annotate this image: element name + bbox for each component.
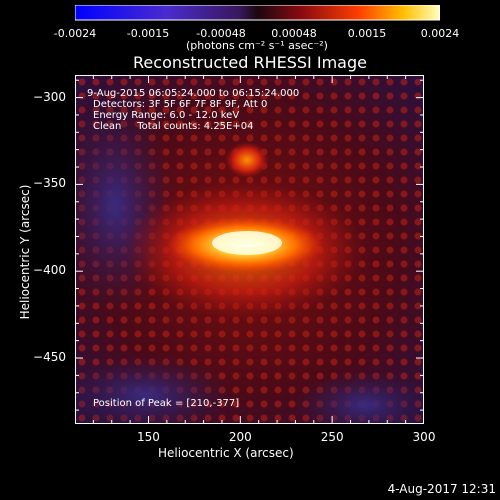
colorbar-tick-label: -0.0015 bbox=[126, 27, 170, 40]
plot-area bbox=[75, 75, 424, 424]
purple-region-bottom-left bbox=[75, 355, 235, 424]
y-tick-label: −400 bbox=[33, 263, 66, 278]
emission-peak bbox=[212, 231, 282, 255]
info-line-3: Energy Range: 6.0 - 12.0 keV bbox=[93, 110, 240, 121]
colorbar-tick-label: -0.00048 bbox=[196, 27, 246, 40]
info-line-4: Clean Total counts: 4.25E+04 bbox=[93, 121, 254, 132]
colorbar-unit-label: (photons cm⁻² s⁻¹ asec⁻²) bbox=[186, 39, 328, 52]
purple-region-bottom-right bbox=[295, 370, 424, 424]
plot-frame bbox=[75, 75, 424, 424]
colorbar-tick-label: 0.0015 bbox=[347, 27, 387, 40]
x-tick-label: 150 bbox=[137, 430, 160, 444]
x-tick-label: 300 bbox=[412, 430, 436, 444]
peak-position-label: Position of Peak = [210,-377] bbox=[93, 398, 240, 409]
colorbar-tick-label: 0.0024 bbox=[420, 27, 460, 40]
y-axis-label: Heliocentric Y (arcsec) bbox=[18, 184, 32, 320]
colorbar-tick-label: -0.0024 bbox=[53, 27, 97, 40]
colorbar bbox=[75, 5, 440, 21]
emission-north-source bbox=[225, 142, 269, 178]
x-tick-label: 200 bbox=[228, 430, 252, 444]
x-tick-label: 250 bbox=[320, 430, 344, 444]
info-line-1: 9-Aug-2015 06:05:24.000 to 06:15:24.000 bbox=[87, 88, 300, 99]
y-tick-label: −300 bbox=[33, 89, 66, 104]
y-tick-label: −350 bbox=[33, 176, 66, 191]
footer-timestamp: 4-Aug-2017 12:31 bbox=[387, 482, 496, 496]
x-axis-label: Heliocentric X (arcsec) bbox=[158, 446, 294, 460]
axis-ticks bbox=[75, 75, 424, 424]
chart-title: Reconstructed RHESSI Image bbox=[133, 53, 367, 72]
info-line-2: Detectors: 3F 5F 6F 7F 8F 9F, Att 0 bbox=[93, 99, 268, 110]
y-tick-label: −450 bbox=[33, 350, 66, 365]
colorbar-tick-label: 0.00048 bbox=[271, 27, 317, 40]
